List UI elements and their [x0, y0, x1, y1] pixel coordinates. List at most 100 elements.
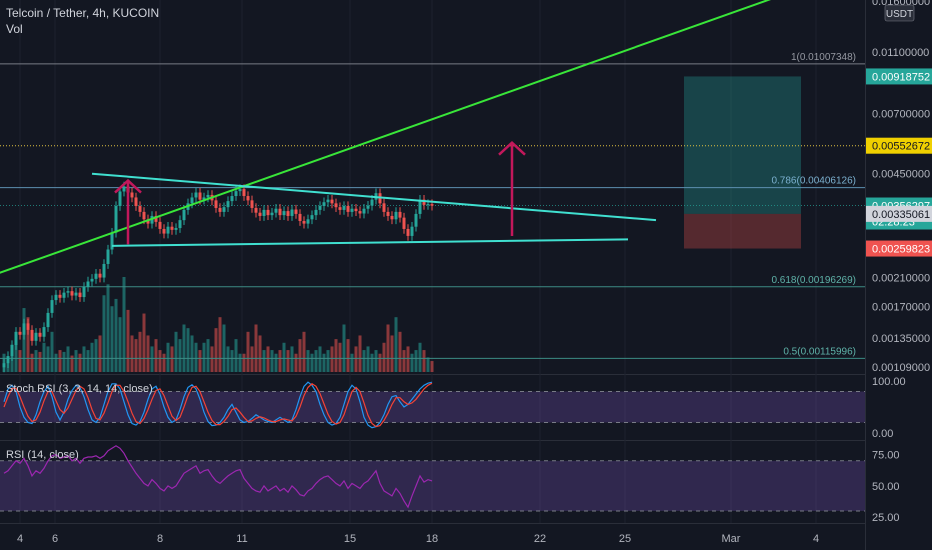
- candle[interactable]: [414, 213, 418, 227]
- candle[interactable]: [266, 209, 270, 216]
- trendline-triangle-top[interactable]: [91, 172, 657, 222]
- candle[interactable]: [82, 286, 86, 298]
- candle[interactable]: [330, 199, 334, 204]
- candle[interactable]: [322, 202, 326, 207]
- candle[interactable]: [166, 226, 170, 234]
- loss-zone[interactable]: [684, 213, 801, 249]
- candle[interactable]: [390, 215, 394, 220]
- arrows[interactable]: [114, 140, 526, 245]
- candle[interactable]: [290, 209, 294, 216]
- candle[interactable]: [366, 205, 370, 209]
- position-tool[interactable]: [684, 76, 801, 249]
- candle[interactable]: [94, 273, 98, 279]
- candle[interactable]: [50, 300, 54, 313]
- candle[interactable]: [314, 209, 318, 216]
- candle[interactable]: [426, 204, 430, 206]
- candle[interactable]: [334, 203, 338, 208]
- candle[interactable]: [406, 228, 410, 236]
- candle[interactable]: [230, 196, 234, 202]
- candle[interactable]: [90, 278, 94, 282]
- candle[interactable]: [122, 186, 126, 192]
- arrow-head-0[interactable]: [114, 178, 142, 194]
- candle[interactable]: [130, 192, 134, 198]
- candle[interactable]: [206, 194, 210, 198]
- candle[interactable]: [294, 209, 298, 214]
- fib-levels[interactable]: 1(0.01007348) 0.786(0.00406126) 0.618(0.00…: [0, 52, 865, 359]
- candle[interactable]: [246, 196, 250, 201]
- candle[interactable]: [370, 199, 374, 206]
- trendlines[interactable]: [0, 0, 800, 293]
- candle[interactable]: [106, 249, 110, 264]
- candle[interactable]: [382, 203, 386, 212]
- candle[interactable]: [298, 213, 302, 222]
- candle[interactable]: [86, 281, 90, 287]
- stoch-rsi-title[interactable]: Stoch RSI (3, 3, 14, 14, close): [6, 383, 153, 395]
- candle[interactable]: [302, 221, 306, 224]
- candle[interactable]: [10, 345, 14, 357]
- candle[interactable]: [234, 191, 238, 197]
- candle[interactable]: [42, 327, 46, 337]
- candle[interactable]: [178, 220, 182, 229]
- candle[interactable]: [430, 204, 434, 206]
- candle[interactable]: [226, 201, 230, 208]
- candle[interactable]: [258, 212, 262, 216]
- candle[interactable]: [198, 192, 202, 200]
- candle[interactable]: [22, 323, 26, 335]
- candle[interactable]: [242, 189, 246, 197]
- trendline-rising[interactable]: [0, 0, 800, 293]
- candle[interactable]: [286, 211, 290, 216]
- candle[interactable]: [114, 206, 118, 233]
- candle[interactable]: [2, 363, 6, 368]
- candle[interactable]: [98, 273, 102, 278]
- candle[interactable]: [270, 212, 274, 216]
- candle[interactable]: [282, 211, 286, 216]
- candle[interactable]: [318, 206, 322, 210]
- candle[interactable]: [182, 209, 186, 221]
- series-d[interactable]: [3, 382, 433, 428]
- candle[interactable]: [222, 207, 226, 212]
- candle[interactable]: [354, 208, 358, 212]
- price-badge-entry[interactable]: [866, 205, 932, 222]
- price-badge-dotted-level[interactable]: [866, 137, 932, 154]
- candle[interactable]: [402, 217, 406, 229]
- candle[interactable]: [326, 199, 330, 203]
- candle[interactable]: [162, 228, 166, 234]
- candle[interactable]: [386, 211, 390, 216]
- price-badge-stop[interactable]: [866, 240, 932, 257]
- candle[interactable]: [118, 191, 122, 207]
- candle[interactable]: [34, 332, 38, 341]
- candle[interactable]: [278, 208, 282, 216]
- symbol-title[interactable]: Telcoin / Tether, 4h, KUCOIN: [6, 6, 159, 20]
- candle[interactable]: [214, 200, 218, 208]
- candle[interactable]: [274, 208, 278, 213]
- candle[interactable]: [410, 226, 414, 236]
- candle[interactable]: [218, 207, 222, 212]
- candle[interactable]: [310, 215, 314, 220]
- candle[interactable]: [26, 323, 30, 330]
- candle[interactable]: [18, 331, 22, 335]
- profit-zone[interactable]: [684, 76, 801, 214]
- candle[interactable]: [54, 294, 58, 301]
- candle[interactable]: [30, 329, 34, 341]
- candle[interactable]: [6, 356, 10, 364]
- candle[interactable]: [138, 206, 142, 212]
- candle[interactable]: [146, 219, 150, 224]
- candle[interactable]: [342, 206, 346, 210]
- rsi-pane[interactable]: 75.00 50.00 25.00: [0, 445, 900, 524]
- candle[interactable]: [362, 208, 366, 214]
- candle[interactable]: [74, 292, 78, 296]
- candle[interactable]: [110, 232, 114, 250]
- candle[interactable]: [154, 215, 158, 222]
- candle[interactable]: [394, 211, 398, 220]
- candle[interactable]: [190, 197, 194, 204]
- candle[interactable]: [70, 291, 74, 296]
- candle[interactable]: [422, 199, 426, 205]
- candle[interactable]: [170, 226, 174, 230]
- candle[interactable]: [46, 312, 50, 328]
- candle[interactable]: [338, 207, 342, 210]
- candles[interactable]: [2, 181, 434, 373]
- candle[interactable]: [102, 263, 106, 278]
- candle[interactable]: [418, 199, 422, 214]
- candle[interactable]: [346, 206, 350, 212]
